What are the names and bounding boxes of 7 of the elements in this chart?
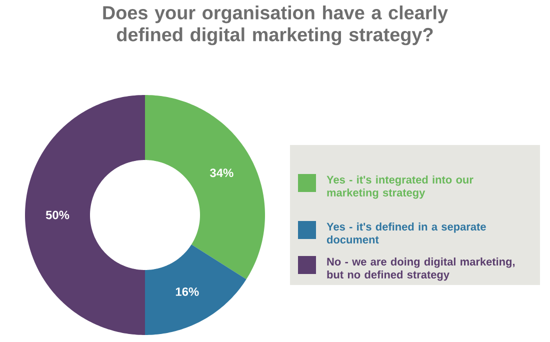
data-label: 16% [176,287,199,296]
data-label: 34% [210,168,234,178]
legend-label: Yes - it's defined in a separate document [326,222,486,244]
legend-label: Yes - it's integrated into our marketing strategy [326,176,474,199]
chart-title: Does your organisation have a clearly defined digital marketing strategy? [103,6,448,46]
legend-label: No - we are doing digital marketing, but no defined strategy [327,258,515,281]
data-label: 50% [46,210,70,220]
